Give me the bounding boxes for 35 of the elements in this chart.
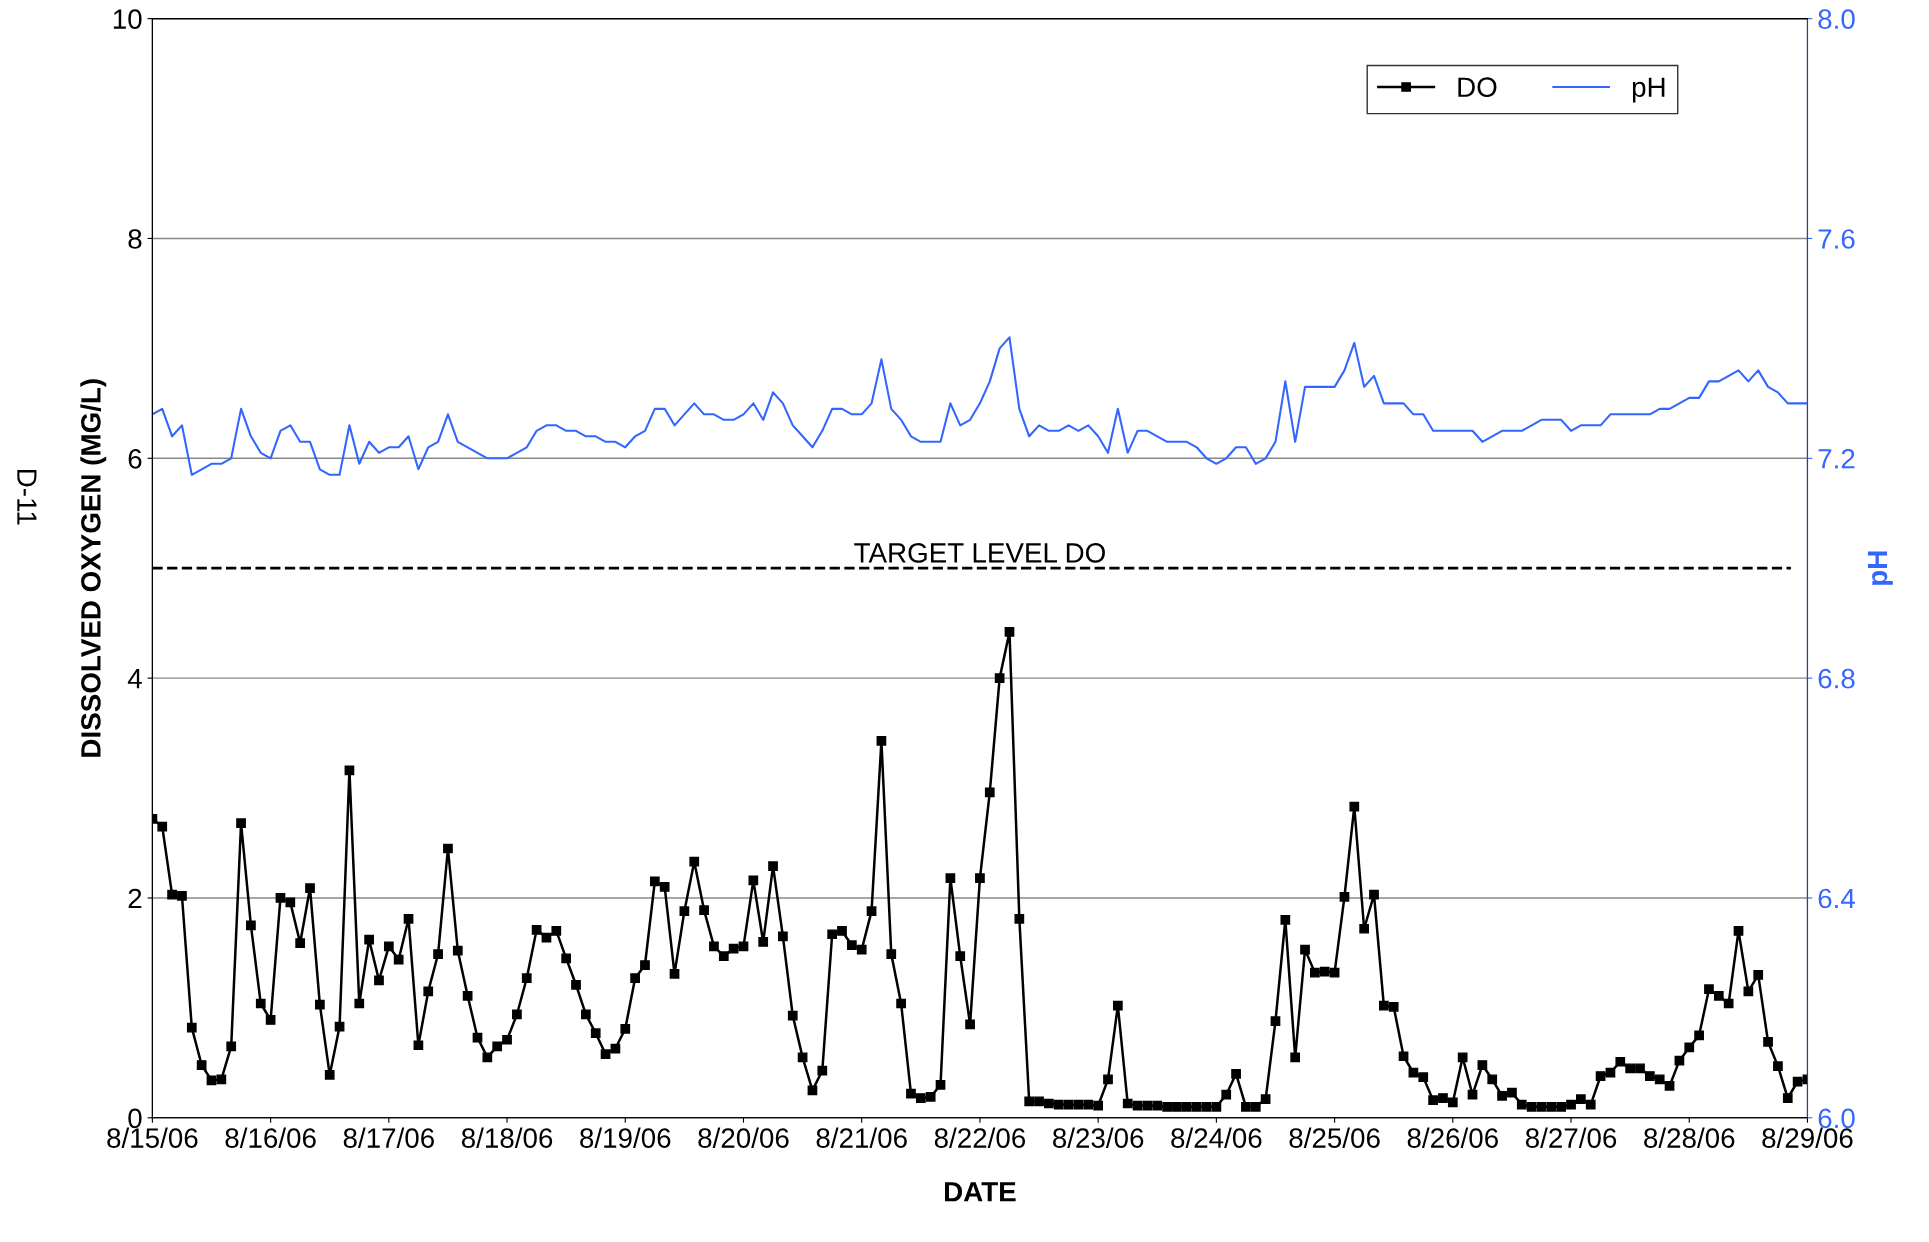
x-tick-label: 8/16/06: [225, 1127, 316, 1148]
x-tick-label: 8/25/06: [1289, 1127, 1380, 1148]
legend-label: pH: [1632, 77, 1665, 103]
x-tick-label: 8/19/06: [580, 1127, 671, 1148]
ref-line-label: TARGET LEVEL DO: [854, 543, 1105, 563]
text: D-11: [17, 470, 37, 525]
y-tick-label: 0: [128, 1108, 142, 1129]
y2-tick-label: 6.0: [1818, 1108, 1855, 1129]
x-tick-label: 8/21/06: [816, 1127, 907, 1148]
legend-label: DO: [1458, 77, 1497, 98]
y-tick-label: 2: [128, 888, 142, 909]
y2-axis-title: pH: [1867, 551, 1893, 585]
y2-tick-label: 8.0: [1818, 9, 1855, 29]
y2-tick-label: 6.8: [1818, 668, 1855, 689]
x-tick-label: 8/22/06: [934, 1127, 1026, 1148]
y-tick-label: 6: [128, 448, 142, 469]
x-tick-label: 8/27/06: [1525, 1127, 1617, 1148]
y-tick-label: 4: [127, 669, 142, 689]
y2-tick-label: 6.4: [1818, 888, 1855, 909]
line-series: [152, 336, 1808, 476]
y-tick-label: 10: [113, 9, 142, 29]
y2-tick-label: 7.2: [1818, 448, 1855, 469]
y-tick-label: 8: [128, 229, 142, 249]
y2-tick-label: 7.6: [1818, 229, 1855, 249]
x-axis-title: DATE: [945, 1182, 1016, 1202]
x-tick-label: 8/20/06: [698, 1127, 789, 1148]
x-tick-label: 8/17/06: [343, 1127, 434, 1148]
y-axis-title: DISSOLVED OXYGEN (MG/L): [80, 379, 107, 757]
x-tick-label: 8/15/06: [107, 1127, 198, 1148]
x-tick-label: 8/29/06: [1762, 1127, 1853, 1148]
x-tick-label: 8/28/06: [1644, 1127, 1735, 1148]
x-tick-label: 8/24/06: [1171, 1127, 1262, 1148]
x-tick-label: 8/23/06: [1053, 1127, 1144, 1148]
x-tick-label: 8/26/06: [1407, 1127, 1498, 1148]
x-tick-label: 8/18/06: [461, 1127, 553, 1148]
